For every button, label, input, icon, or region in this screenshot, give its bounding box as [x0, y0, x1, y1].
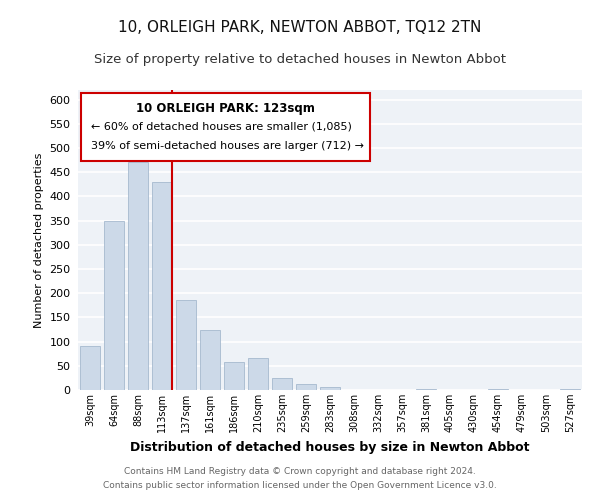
Text: 10, ORLEIGH PARK, NEWTON ABBOT, TQ12 2TN: 10, ORLEIGH PARK, NEWTON ABBOT, TQ12 2TN: [118, 20, 482, 35]
Bar: [152, 182, 172, 390]
X-axis label: Distribution of detached houses by size in Newton Abbot: Distribution of detached houses by size …: [130, 440, 530, 454]
FancyBboxPatch shape: [80, 93, 370, 160]
Bar: [488, 389, 508, 390]
Bar: [320, 386, 340, 390]
Bar: [560, 388, 580, 390]
Text: Contains HM Land Registry data © Crown copyright and database right 2024.: Contains HM Land Registry data © Crown c…: [124, 467, 476, 476]
Bar: [224, 362, 244, 390]
Bar: [296, 384, 316, 390]
Bar: [80, 346, 100, 390]
Bar: [272, 378, 292, 390]
Text: ← 60% of detached houses are smaller (1,085): ← 60% of detached houses are smaller (1,…: [91, 122, 352, 132]
Text: 10 ORLEIGH PARK: 123sqm: 10 ORLEIGH PARK: 123sqm: [136, 102, 315, 115]
Bar: [104, 220, 124, 390]
Bar: [200, 330, 220, 390]
Text: 39% of semi-detached houses are larger (712) →: 39% of semi-detached houses are larger (…: [91, 141, 364, 151]
Y-axis label: Number of detached properties: Number of detached properties: [34, 152, 44, 328]
Bar: [128, 162, 148, 390]
Text: Size of property relative to detached houses in Newton Abbot: Size of property relative to detached ho…: [94, 52, 506, 66]
Bar: [176, 300, 196, 390]
Text: Contains public sector information licensed under the Open Government Licence v3: Contains public sector information licen…: [103, 481, 497, 490]
Bar: [248, 358, 268, 390]
Bar: [416, 389, 436, 390]
